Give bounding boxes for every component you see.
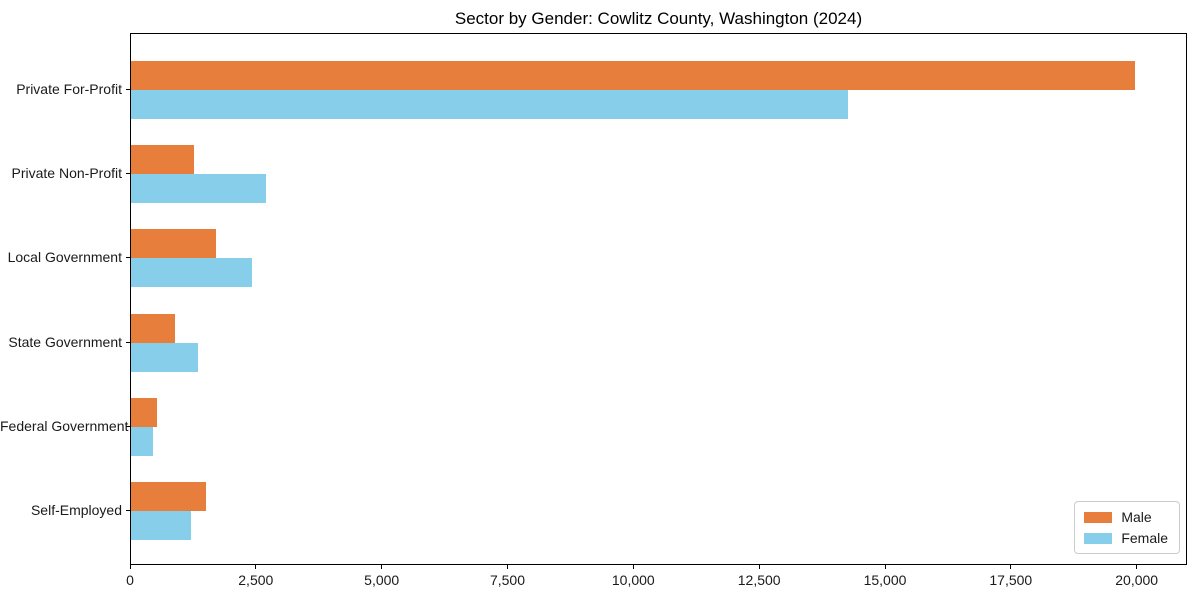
plot-area: Male Female — [130, 33, 1187, 565]
y-tick-label-self-employed: Self-Employed — [30, 502, 122, 518]
y-tick-label-state-government: State Government — [8, 333, 122, 350]
x-tick-mark — [1010, 565, 1012, 569]
bar-male-state-government — [131, 313, 176, 343]
y-tick-mark — [126, 510, 130, 511]
bar-male-private-non-profit — [131, 145, 194, 175]
bar-female-private-for-profit — [131, 90, 848, 119]
legend: Male Female — [1074, 501, 1180, 554]
x-tick-mark — [381, 565, 383, 569]
y-tick-label-local-government: Local Government — [7, 249, 122, 266]
bar-male-local-government — [131, 229, 216, 259]
x-tick-mark — [632, 565, 634, 569]
bar-female-self-employed — [131, 511, 191, 540]
bar-male-self-employed — [131, 482, 206, 511]
x-tick-mark — [884, 565, 886, 569]
x-tick-label-15-000: 15,000 — [863, 572, 907, 588]
legend-item-female: Female — [1084, 531, 1168, 545]
x-tick-label-20-000: 20,000 — [1115, 572, 1159, 588]
y-tick-mark — [126, 425, 130, 427]
y-tick-label-federal-government: Federal Government — [0, 417, 129, 434]
legend-item-male: Male — [1084, 510, 1168, 524]
x-tick-mark — [758, 565, 760, 569]
y-tick-label-private-for-profit: Private For-Profit — [16, 81, 122, 97]
legend-label-male: Male — [1121, 509, 1152, 525]
x-tick-mark — [1136, 565, 1138, 569]
x-tick-mark — [255, 565, 257, 569]
x-tick-label-0: 0 — [126, 572, 134, 588]
bar-male-private-for-profit — [131, 61, 1136, 90]
y-tick-mark — [126, 341, 130, 343]
bar-female-federal-government — [131, 426, 154, 456]
y-tick-mark — [126, 173, 130, 175]
bar-female-local-government — [131, 258, 252, 288]
x-tick-label-7-500: 7,500 — [489, 572, 526, 588]
x-tick-mark — [507, 565, 508, 569]
x-tick-label-5-000: 5,000 — [364, 572, 400, 588]
x-tick-label-17-500: 17,500 — [989, 572, 1033, 588]
y-tick-label-private-non-profit: Private Non-Profit — [11, 165, 122, 182]
y-tick-mark — [126, 257, 130, 259]
x-tick-label-10-000: 10,000 — [611, 572, 655, 588]
legend-swatch-male — [1084, 511, 1113, 523]
x-tick-mark — [129, 565, 131, 569]
legend-swatch-female — [1084, 532, 1113, 544]
bar-male-federal-government — [131, 397, 157, 427]
bar-female-state-government — [131, 342, 199, 372]
bar-female-private-non-profit — [131, 174, 266, 204]
legend-label-female: Female — [1121, 530, 1168, 546]
y-tick-mark — [126, 89, 130, 90]
x-tick-label-2-500: 2,500 — [238, 572, 274, 588]
chart-title: Sector by Gender: Cowlitz County, Washin… — [454, 9, 863, 28]
x-tick-label-12-500: 12,500 — [737, 572, 781, 588]
